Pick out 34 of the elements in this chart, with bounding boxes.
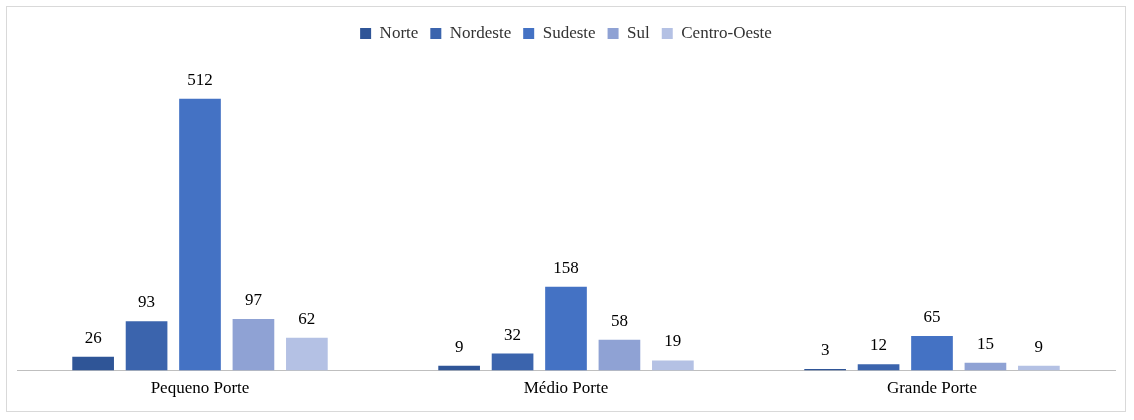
- bar: [232, 319, 275, 371]
- data-label: 62: [298, 308, 316, 328]
- data-label: 26: [84, 327, 102, 347]
- bar: [491, 353, 534, 371]
- x-tick-label: Médio Porte: [523, 378, 609, 398]
- bar: [911, 336, 953, 371]
- bar: [857, 364, 900, 371]
- legend-label: Sul: [627, 22, 651, 42]
- bar: [179, 98, 221, 371]
- data-label: 15: [976, 333, 994, 353]
- data-label: 19: [664, 331, 682, 351]
- data-label: 12: [870, 335, 888, 355]
- data-label: 9: [1034, 336, 1044, 356]
- bar: [72, 356, 114, 371]
- legend-label: Nordeste: [449, 22, 512, 42]
- bar: [125, 321, 168, 371]
- bar: [545, 286, 587, 371]
- data-label: 32: [504, 324, 522, 344]
- legend-label: Norte: [379, 22, 419, 42]
- data-label: 65: [923, 307, 941, 327]
- bar: [286, 337, 328, 371]
- data-label: 93: [138, 292, 156, 312]
- bar: [652, 360, 694, 371]
- data-label: 158: [553, 257, 579, 277]
- data-label: 3: [820, 339, 830, 359]
- legend-label: Sudeste: [542, 22, 596, 42]
- data-label: 9: [454, 336, 464, 356]
- data-label: 58: [610, 310, 628, 330]
- x-tick-label: Pequeno Porte: [150, 378, 250, 398]
- x-tick-label: Grande Porte: [886, 378, 978, 398]
- legend-label: Centro-Oeste: [681, 22, 772, 42]
- data-label: 97: [244, 290, 263, 310]
- bar: [598, 339, 641, 371]
- data-label: 512: [187, 69, 213, 89]
